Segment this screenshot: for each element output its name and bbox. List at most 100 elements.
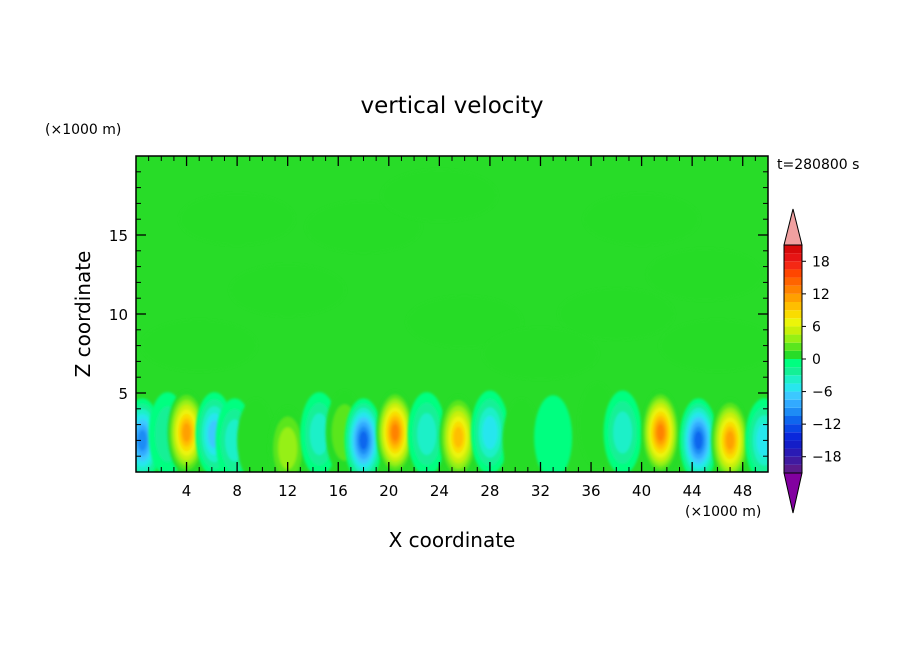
time-label: t=280800 s: [777, 157, 859, 173]
colorbar-segment-23: [784, 277, 802, 286]
colorbar-over-arrow: [783, 208, 803, 246]
colorbar-segment-17: [784, 326, 802, 335]
field-cell-15: [534, 395, 573, 472]
field-cell-11: [407, 392, 446, 472]
field-cell-10: [376, 390, 415, 472]
x-tick-label-28: 28: [480, 482, 499, 500]
field-level-17-2: [613, 411, 633, 454]
y-tick-label-15: 15: [109, 227, 128, 245]
colorbar-under-arrow: [783, 472, 803, 514]
field-cell-14: [502, 398, 541, 472]
colorbar-segment-8: [784, 399, 802, 408]
field-level-22-0: [179, 193, 296, 246]
colorbar-tick-label-6: −18: [812, 450, 842, 466]
field-cell-26: [229, 264, 346, 317]
field-cell-32: [659, 319, 768, 372]
x-tick-label-4: 4: [182, 482, 192, 500]
colorbar-segment-3: [784, 440, 802, 449]
field-level-14-0: [502, 398, 541, 472]
field-level-24-0: [381, 169, 498, 222]
field-level-11-2: [417, 413, 437, 456]
colorbar-segment-22: [784, 285, 802, 294]
field-level-29-0: [646, 248, 763, 301]
field-level-18-8: [656, 424, 665, 441]
field-cell-23: [305, 201, 422, 254]
colorbar-tick-label-4: −6: [812, 385, 833, 401]
field-cell-2: [167, 390, 206, 472]
colorbar-segment-20: [784, 302, 802, 311]
colorbar-segment-10: [784, 383, 802, 392]
y-tick-label-10: 10: [109, 306, 128, 324]
colorbar-segment-27: [784, 245, 802, 254]
colorbar-segment-25: [784, 261, 802, 270]
field-level-27-0: [406, 295, 523, 348]
colorbar-tick-label-5: −12: [812, 417, 842, 433]
field-cell-5: [237, 398, 276, 472]
field-level-2-7: [182, 423, 191, 442]
field-level-32-0: [659, 319, 768, 372]
field-level-28-0: [558, 288, 675, 340]
y-unit-label: (×1000 m): [45, 122, 121, 138]
colorbar-segment-12: [784, 367, 802, 376]
field-cell-9: [344, 398, 383, 472]
colorbar-tick-label-0: 18: [812, 254, 830, 270]
field-level-20-7: [725, 431, 735, 450]
colorbar-segment-0: [784, 464, 802, 473]
field-level-30-0: [141, 319, 258, 372]
field-level-15-0: [534, 395, 573, 472]
field-level-19-7: [694, 431, 703, 450]
plot-area: [136, 156, 768, 472]
colorbar-segment-5: [784, 424, 802, 433]
field-level-0-6: [137, 429, 148, 451]
colorbar-tick-label-1: 12: [812, 287, 830, 303]
colorbar-segment-26: [784, 253, 802, 262]
colorbar-segment-11: [784, 375, 802, 384]
x-tick-label-12: 12: [278, 482, 297, 500]
colorbar-tick-label-2: 6: [812, 319, 821, 335]
field-level-7-2: [309, 413, 329, 456]
colorbar-segment-24: [784, 269, 802, 278]
colorbar-segment-14: [784, 350, 802, 359]
colorbar-segment-13: [784, 359, 802, 368]
field-cell-6: [268, 406, 307, 472]
colorbar-segment-6: [784, 416, 802, 425]
colorbar: 18 12 6 0 −6 −12 −18: [783, 208, 842, 514]
field-level-9-7: [359, 431, 368, 450]
colorbar-segment-21: [784, 293, 802, 302]
field-cell-31: [482, 327, 599, 380]
x-tick-label-32: 32: [531, 482, 550, 500]
colorbar-segment-7: [784, 407, 802, 416]
colorbar-segment-19: [784, 310, 802, 319]
colorbar-segment-15: [784, 342, 802, 351]
field-cell-28: [558, 288, 675, 340]
field-level-10-8: [391, 424, 399, 441]
colorbar-tick-label-3: 0: [812, 352, 821, 368]
field-cell-12: [439, 395, 478, 472]
field-cell-19: [679, 398, 718, 472]
x-axis-label: X coordinate: [389, 528, 516, 552]
chart-title: vertical velocity: [361, 93, 544, 119]
x-tick-label-44: 44: [683, 482, 702, 500]
velocity-field: [136, 169, 768, 472]
colorbar-segment-18: [784, 318, 802, 327]
x-tick-label-24: 24: [430, 482, 449, 500]
x-tick-label-40: 40: [632, 482, 651, 500]
field-level-21-3: [756, 423, 768, 458]
field-cell-18: [641, 390, 680, 472]
field-cell-24: [381, 169, 498, 222]
field-cell-22: [179, 193, 296, 246]
colorbar-segment-1: [784, 456, 802, 465]
x-tick-label-36: 36: [581, 482, 600, 500]
x-tick-label-8: 8: [232, 482, 242, 500]
x-tick-label-20: 20: [379, 482, 398, 500]
field-cell-29: [646, 248, 763, 301]
field-level-25-0: [583, 193, 700, 246]
field-cell-25: [583, 193, 700, 246]
field-cell-27: [406, 295, 523, 348]
field-level-31-0: [482, 327, 599, 380]
colorbar-segment-4: [784, 432, 802, 441]
field-cell-21: [745, 398, 768, 472]
field-level-13-3: [482, 415, 498, 450]
field-cell-20: [711, 398, 750, 472]
